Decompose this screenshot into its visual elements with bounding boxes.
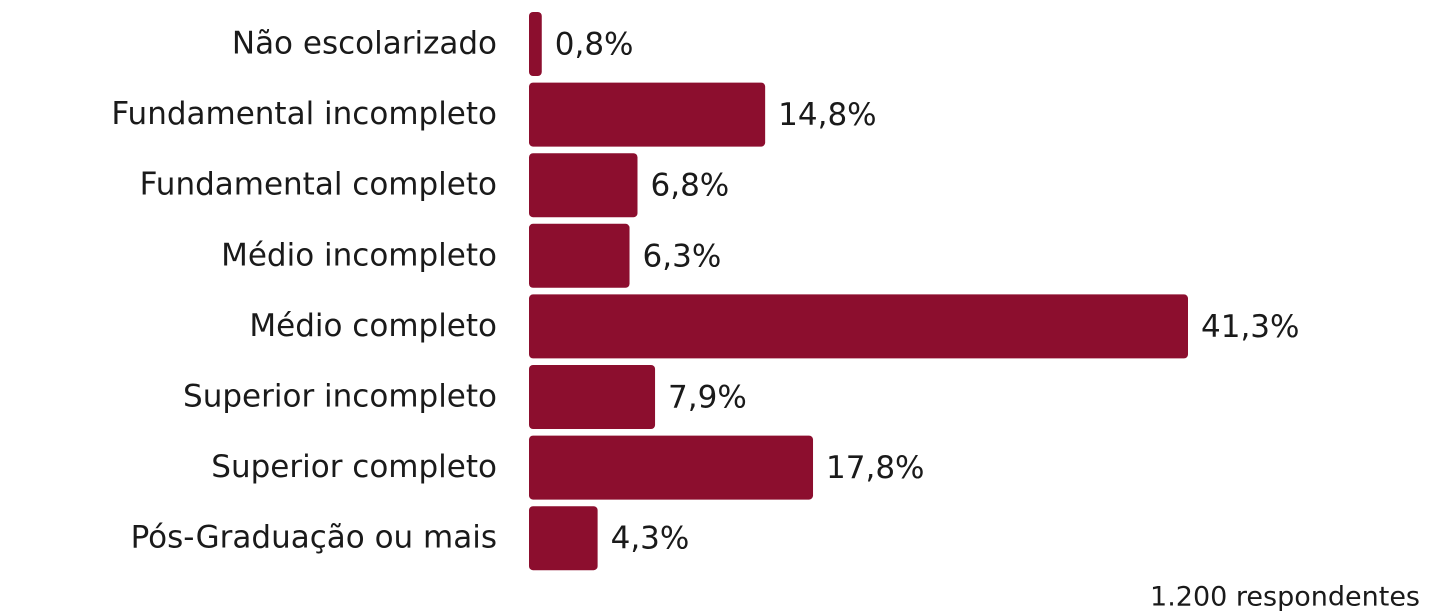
value-label: 14,8%	[778, 97, 876, 133]
category-label: Fundamental completo	[140, 167, 497, 203]
category-label: Superior completo	[211, 449, 497, 485]
value-label: 17,8%	[826, 450, 924, 486]
footnote: 1.200 respondentes	[1150, 582, 1420, 613]
category-label: Fundamental incompleto	[111, 96, 497, 132]
category-label: Não escolarizado	[232, 26, 497, 62]
value-label: 7,9%	[668, 380, 747, 416]
category-label: Médio incompleto	[221, 237, 497, 273]
value-label: 4,3%	[611, 521, 690, 557]
value-label: 6,3%	[643, 238, 722, 274]
category-label: Médio completo	[249, 308, 497, 344]
bar	[529, 223, 630, 288]
value-label: 6,8%	[651, 168, 730, 204]
bar	[529, 12, 542, 76]
bar	[529, 153, 638, 218]
bar	[529, 506, 598, 571]
value-label: 0,8%	[555, 27, 634, 63]
bar	[529, 435, 814, 500]
category-label: Pós-Graduação ou mais	[131, 520, 497, 556]
bar	[529, 294, 1188, 359]
bar	[529, 82, 766, 147]
bar	[529, 365, 656, 429]
category-label: Superior incompleto	[183, 379, 497, 415]
value-label: 41,3%	[1201, 309, 1299, 345]
